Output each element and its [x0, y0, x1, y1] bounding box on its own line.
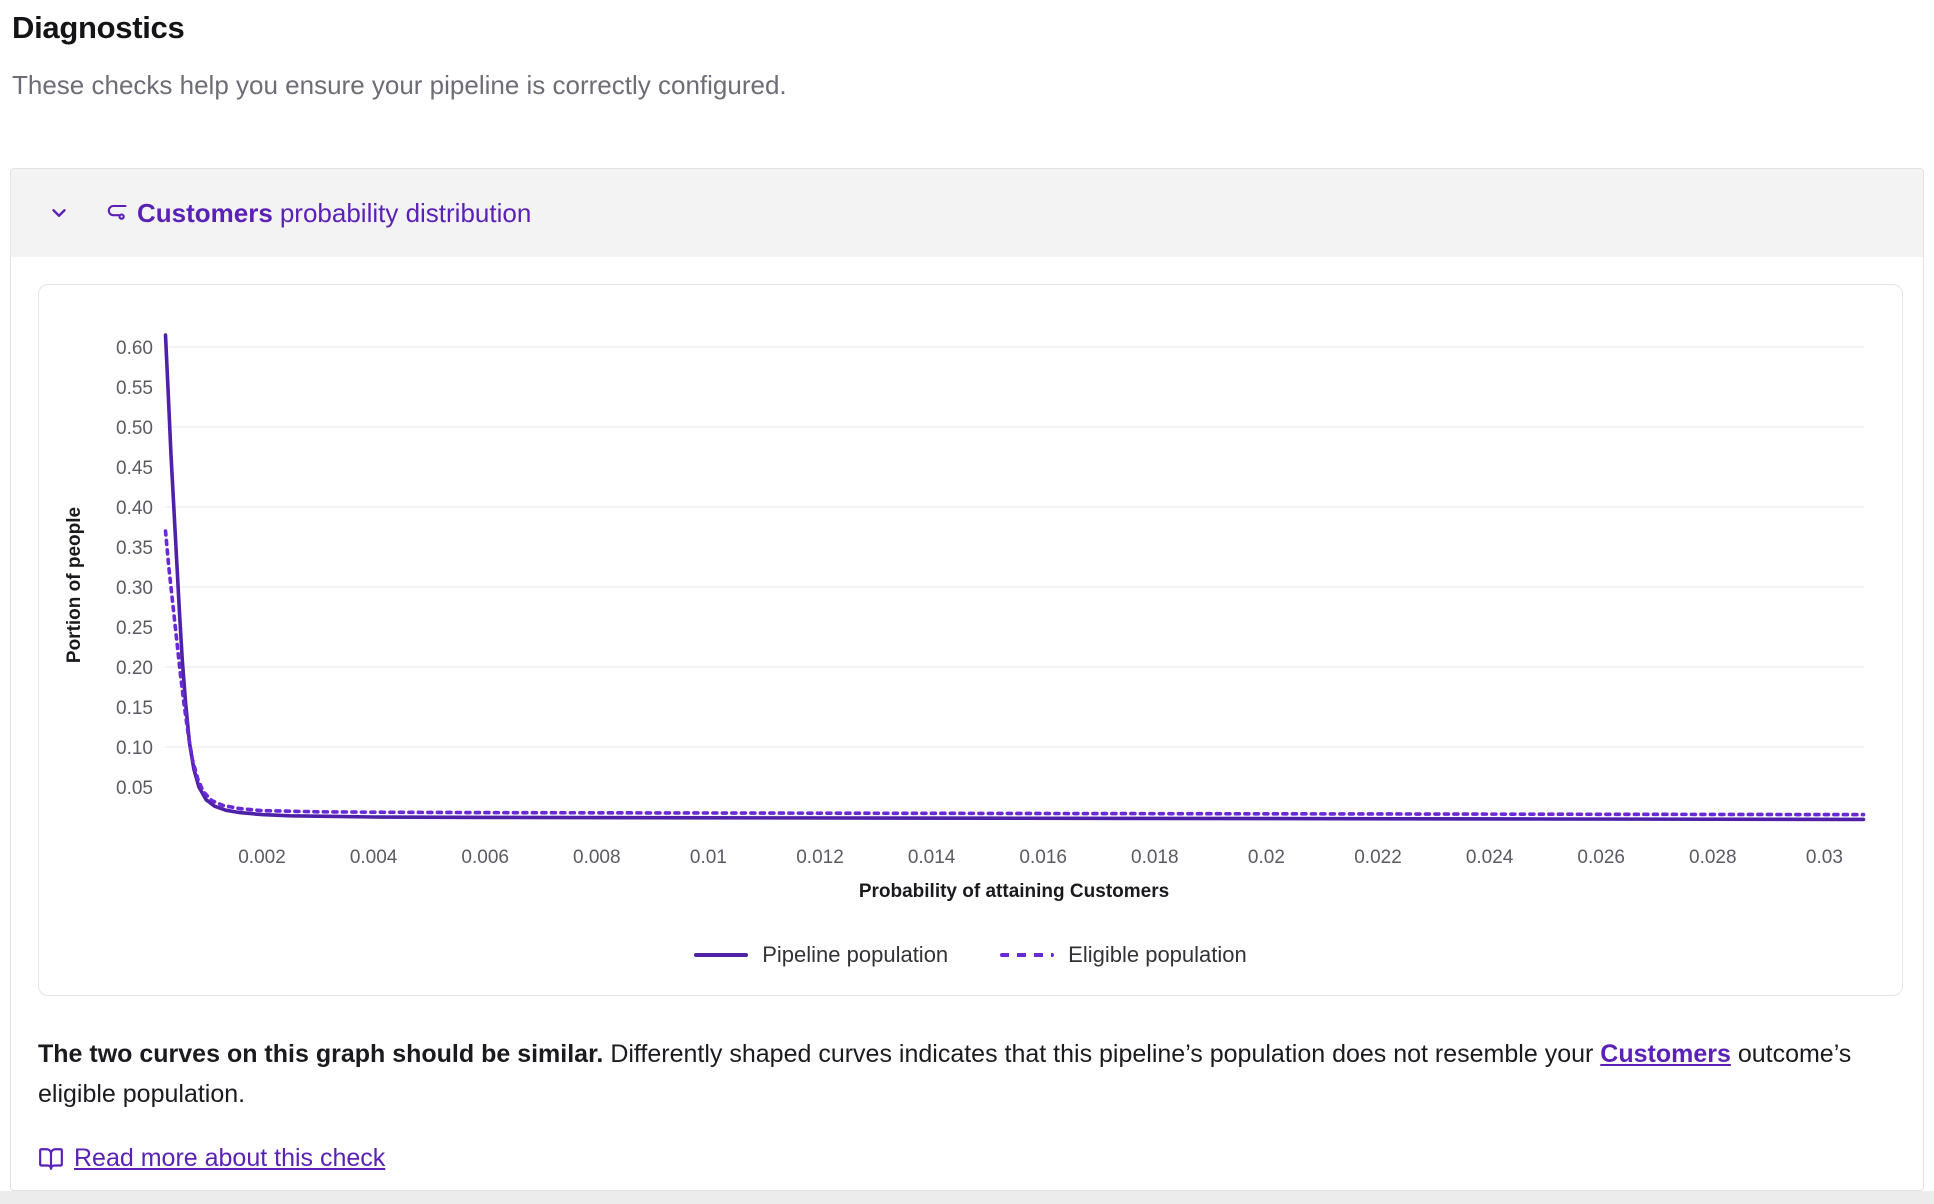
- probability-distribution-chart: 0.60 0.55 0.50 0.45 0.40 0.35 0.30 0.25 0.20 0.15…: [64, 333, 1866, 902]
- check-explanation: The two curves on this graph should be s…: [38, 1034, 1900, 1114]
- check-title-rest: probability distribution: [279, 197, 532, 228]
- page-subtitle: These checks help you ensure your pipeli…: [12, 70, 787, 100]
- check-collapse-header[interactable]: Customers probability distribution: [11, 169, 1923, 257]
- legend-label-pipeline: Pipeline population: [762, 942, 949, 967]
- svg-text:0.50: 0.50: [116, 418, 153, 439]
- chart-legend: Pipeline population Eligible population: [39, 915, 1902, 995]
- svg-text:0.016: 0.016: [1019, 847, 1067, 868]
- svg-text:0.60: 0.60: [116, 338, 153, 359]
- legend-item-eligible: Eligible population: [1000, 942, 1247, 968]
- page-title: Diagnostics: [12, 10, 185, 45]
- svg-text:0.03: 0.03: [1806, 847, 1843, 868]
- pipeline-line-swatch: [694, 953, 749, 957]
- check-title: Customers probability distribution: [105, 198, 531, 229]
- check-body: 0.60 0.55 0.50 0.45 0.40 0.35 0.30 0.25 0.20 0.15…: [11, 257, 1923, 1173]
- check-explanation-text-after: outcome’s eligible population.: [38, 1040, 1852, 1108]
- read-more-link[interactable]: Read more about this check: [74, 1144, 386, 1172]
- chevron-down-icon[interactable]: [47, 201, 71, 225]
- legend-label-eligible: Eligible population: [1068, 942, 1247, 967]
- check-explanation-text: Differently shaped curves indicates that…: [610, 1040, 1601, 1068]
- svg-text:0.022: 0.022: [1354, 847, 1402, 868]
- svg-text:0.008: 0.008: [573, 847, 621, 868]
- page-header: Diagnostics These checks help you ensure…: [12, 10, 787, 101]
- svg-text:0.02: 0.02: [1248, 847, 1285, 868]
- svg-text:0.018: 0.018: [1131, 847, 1179, 868]
- svg-text:0.35: 0.35: [116, 538, 153, 559]
- svg-text:0.10: 0.10: [116, 738, 153, 759]
- eligible-line-swatch: [1000, 953, 1055, 957]
- svg-text:0.024: 0.024: [1466, 847, 1514, 868]
- svg-text:0.01: 0.01: [690, 847, 727, 868]
- page-bottom-strip: [0, 1191, 1934, 1204]
- svg-text:0.004: 0.004: [350, 847, 398, 868]
- svg-text:Portion of people: Portion of people: [64, 507, 85, 663]
- svg-text:0.012: 0.012: [796, 847, 844, 868]
- legend-item-pipeline: Pipeline population: [694, 942, 948, 968]
- svg-text:0.25: 0.25: [116, 618, 153, 639]
- svg-text:0.30: 0.30: [116, 578, 153, 599]
- customers-outcome-link[interactable]: Customers: [1600, 1040, 1731, 1068]
- svg-text:0.40: 0.40: [116, 498, 153, 519]
- svg-text:0.45: 0.45: [116, 458, 153, 479]
- route-icon: [105, 202, 129, 224]
- svg-text:0.55: 0.55: [116, 378, 153, 399]
- read-more-row: Read more about this check: [38, 1144, 1901, 1173]
- check-explanation-emphasis: The two curves on this graph should be s…: [38, 1040, 611, 1068]
- svg-text:0.002: 0.002: [238, 847, 286, 868]
- diagnostic-check-panel: Customers probability distribution 0.60 0…: [10, 168, 1924, 1191]
- svg-text:0.20: 0.20: [116, 658, 153, 679]
- svg-text:0.15: 0.15: [116, 698, 153, 719]
- svg-text:0.05: 0.05: [116, 778, 153, 799]
- svg-text:0.026: 0.026: [1577, 847, 1625, 868]
- svg-text:0.014: 0.014: [908, 847, 956, 868]
- probability-distribution-chart-card: 0.60 0.55 0.50 0.45 0.40 0.35 0.30 0.25 0.20 0.15…: [38, 284, 1903, 996]
- check-outcome-name: Customers: [137, 197, 273, 228]
- svg-text:0.006: 0.006: [461, 847, 509, 868]
- book-open-icon: [38, 1146, 64, 1172]
- svg-text:0.028: 0.028: [1689, 847, 1737, 868]
- svg-text:Probability of attaining Custo: Probability of attaining Customers: [859, 881, 1169, 902]
